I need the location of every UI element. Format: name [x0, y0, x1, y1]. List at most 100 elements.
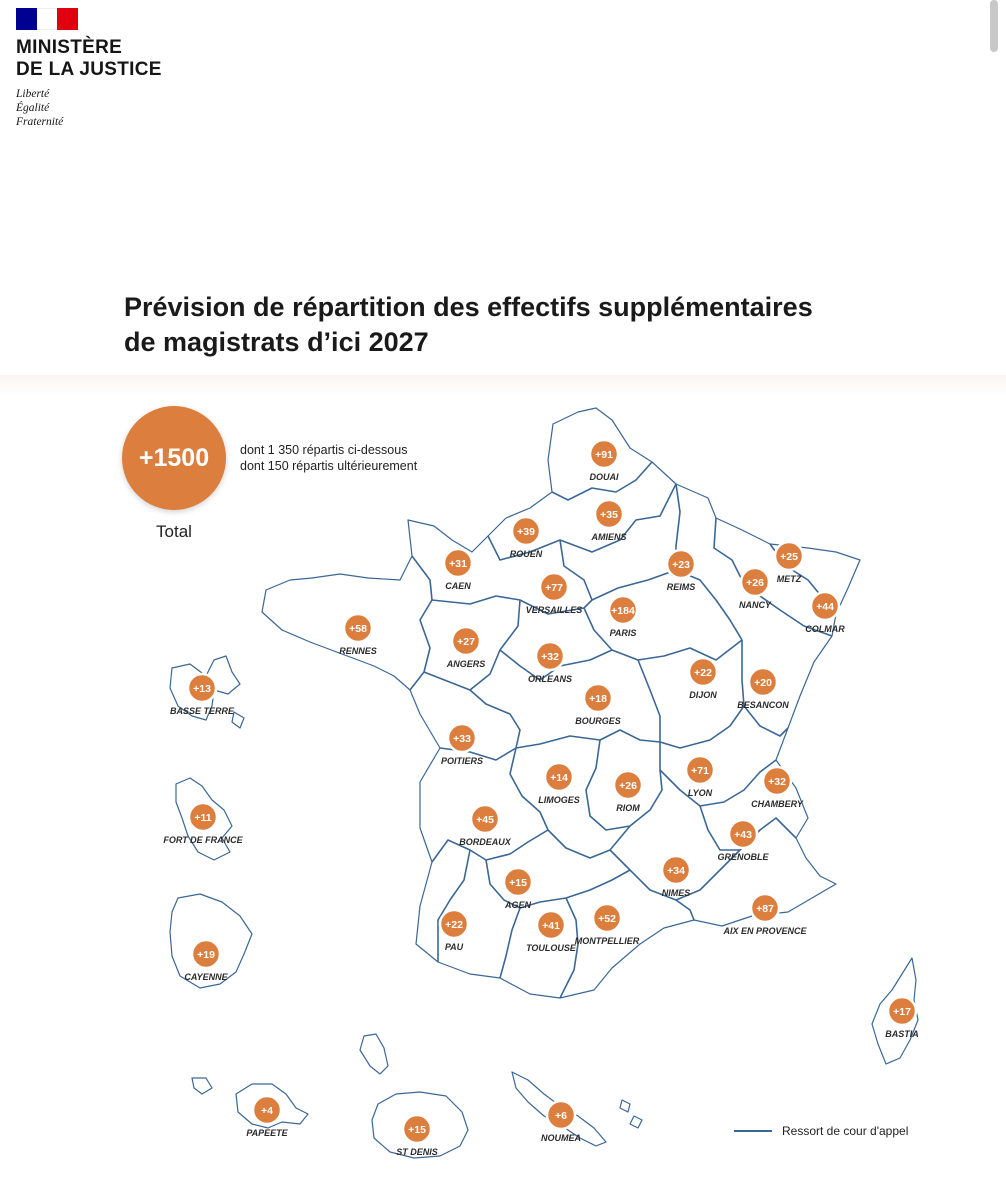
- city-circle: [773, 540, 805, 572]
- city-circle: [442, 547, 474, 579]
- french-flag-icon: [16, 8, 79, 30]
- boundary: [409, 555, 433, 691]
- total-note: dont 1 350 répartis ci-dessous dont 150 …: [240, 442, 417, 474]
- city-marker: +32 ORLEANS: [528, 640, 572, 684]
- scrollbar[interactable]: [990, 0, 998, 52]
- city-name: COLMAR: [805, 624, 845, 634]
- city-value: +22: [694, 667, 712, 679]
- city-value: +26: [746, 577, 764, 589]
- boundary: [469, 689, 661, 749]
- city-name: GRENOBLE: [717, 852, 769, 862]
- city-marker: +22 DIJON: [687, 656, 719, 700]
- boundary: [487, 483, 677, 561]
- city-value: +52: [598, 913, 616, 925]
- page-title-line2: de magistrats d’ici 2027: [124, 327, 429, 357]
- martinique-outline: [175, 777, 233, 861]
- city-marker: +91 DOUAI: [588, 438, 620, 482]
- city-circle: [446, 722, 478, 754]
- motto-egalite: Égalité: [16, 102, 50, 114]
- city-marker: +4 PAPEETE: [246, 1094, 289, 1138]
- city-marker: +26 RIOM: [612, 769, 644, 813]
- city-name: DIJON: [689, 690, 717, 700]
- city-value: +44: [816, 601, 834, 613]
- city-value: +11: [194, 812, 211, 824]
- total-note-line1: dont 1 350 répartis ci-dessous: [240, 443, 408, 457]
- mayotte-outline: [359, 1033, 389, 1075]
- city-circle: [502, 866, 534, 898]
- city-marker: +15 ST DENIS: [396, 1113, 438, 1157]
- page-title: Prévision de répartition des effectifs s…: [124, 290, 994, 360]
- city-marker: +20 BESANCON: [737, 666, 789, 710]
- city-marker: +52 MONTPELLIER: [575, 902, 640, 946]
- city-name: ORLEANS: [528, 674, 572, 684]
- city-marker: +25 METZ: [773, 540, 805, 584]
- city-marker: +19 CAYENNE: [184, 938, 229, 982]
- city-value: +14: [550, 772, 568, 784]
- boundary: [675, 899, 695, 921]
- header-band: [0, 375, 1006, 397]
- city-marker: +34 NIMES: [660, 854, 692, 898]
- city-marker: +15 AGEN: [502, 866, 534, 910]
- city-name: BOURGES: [575, 716, 621, 726]
- boundary: [559, 897, 579, 999]
- city-marker: +71 LYON: [684, 754, 716, 798]
- city-circle: [186, 672, 218, 704]
- city-value: +41: [542, 920, 560, 932]
- city-circle: [607, 594, 639, 626]
- city-circle: [591, 902, 623, 934]
- ministry-logo: MINISTÈRE DE LA JUSTICE Liberté Égalité …: [16, 8, 162, 129]
- city-value: +23: [672, 559, 690, 571]
- city-name: DOUAI: [590, 472, 619, 482]
- city-circle: [187, 801, 219, 833]
- boundary: [659, 759, 777, 807]
- boundary: [583, 607, 743, 661]
- corsica-outline: [871, 957, 919, 1065]
- motto: Liberté Égalité Fraternité: [16, 87, 162, 129]
- city-marker: +13 BASSE TERRE: [170, 672, 235, 716]
- city-marker: +41 TOULOUSE: [526, 909, 577, 953]
- city-name: LIMOGES: [538, 795, 580, 805]
- legend-label: Ressort de cour d'appel: [782, 1124, 909, 1138]
- city-circle: [665, 548, 697, 580]
- city-circle: [510, 515, 542, 547]
- motto-liberte: Liberté: [16, 88, 50, 100]
- city-name: PARIS: [610, 628, 637, 638]
- city-circle: [747, 666, 779, 698]
- city-circle: [588, 438, 620, 470]
- city-marker: +44 COLMAR: [805, 590, 845, 634]
- city-name: ANGERS: [446, 659, 486, 669]
- city-name: MONTPELLIER: [575, 936, 640, 946]
- city-name: RENNES: [339, 646, 377, 656]
- city-value: +15: [408, 1124, 426, 1136]
- city-circle: [660, 854, 692, 886]
- city-value: +32: [541, 651, 559, 663]
- city-marker: +45 BORDEAUX: [459, 803, 512, 847]
- city-name: BESANCON: [737, 700, 789, 710]
- city-value: +22: [445, 919, 463, 931]
- city-value: +13: [193, 683, 211, 695]
- city-circle: [538, 571, 570, 603]
- city-value: +20: [754, 677, 772, 689]
- city-value: +17: [893, 1006, 911, 1018]
- city-name: NIMES: [662, 888, 691, 898]
- city-circle: [534, 640, 566, 672]
- city-marker: +32 CHAMBERY: [751, 765, 804, 809]
- city-circle: [593, 498, 625, 530]
- city-marker: +14 LIMOGES: [538, 761, 580, 805]
- city-value: +77: [545, 582, 563, 594]
- boundary: [499, 649, 613, 681]
- city-name: LYON: [688, 788, 713, 798]
- city-name: PAU: [445, 942, 464, 952]
- city-circle: [582, 682, 614, 714]
- city-value: +25: [780, 551, 798, 563]
- city-value: +184: [611, 605, 635, 617]
- city-marker: +11 FORT DE FRANCE: [163, 801, 244, 845]
- city-value: +71: [691, 765, 709, 777]
- city-marker: +26 NANCY: [739, 566, 772, 610]
- boundary: [699, 805, 740, 851]
- city-circle: [469, 803, 501, 835]
- city-name: TOULOUSE: [526, 943, 577, 953]
- city-circle: [739, 566, 771, 598]
- city-value: +32: [768, 776, 786, 788]
